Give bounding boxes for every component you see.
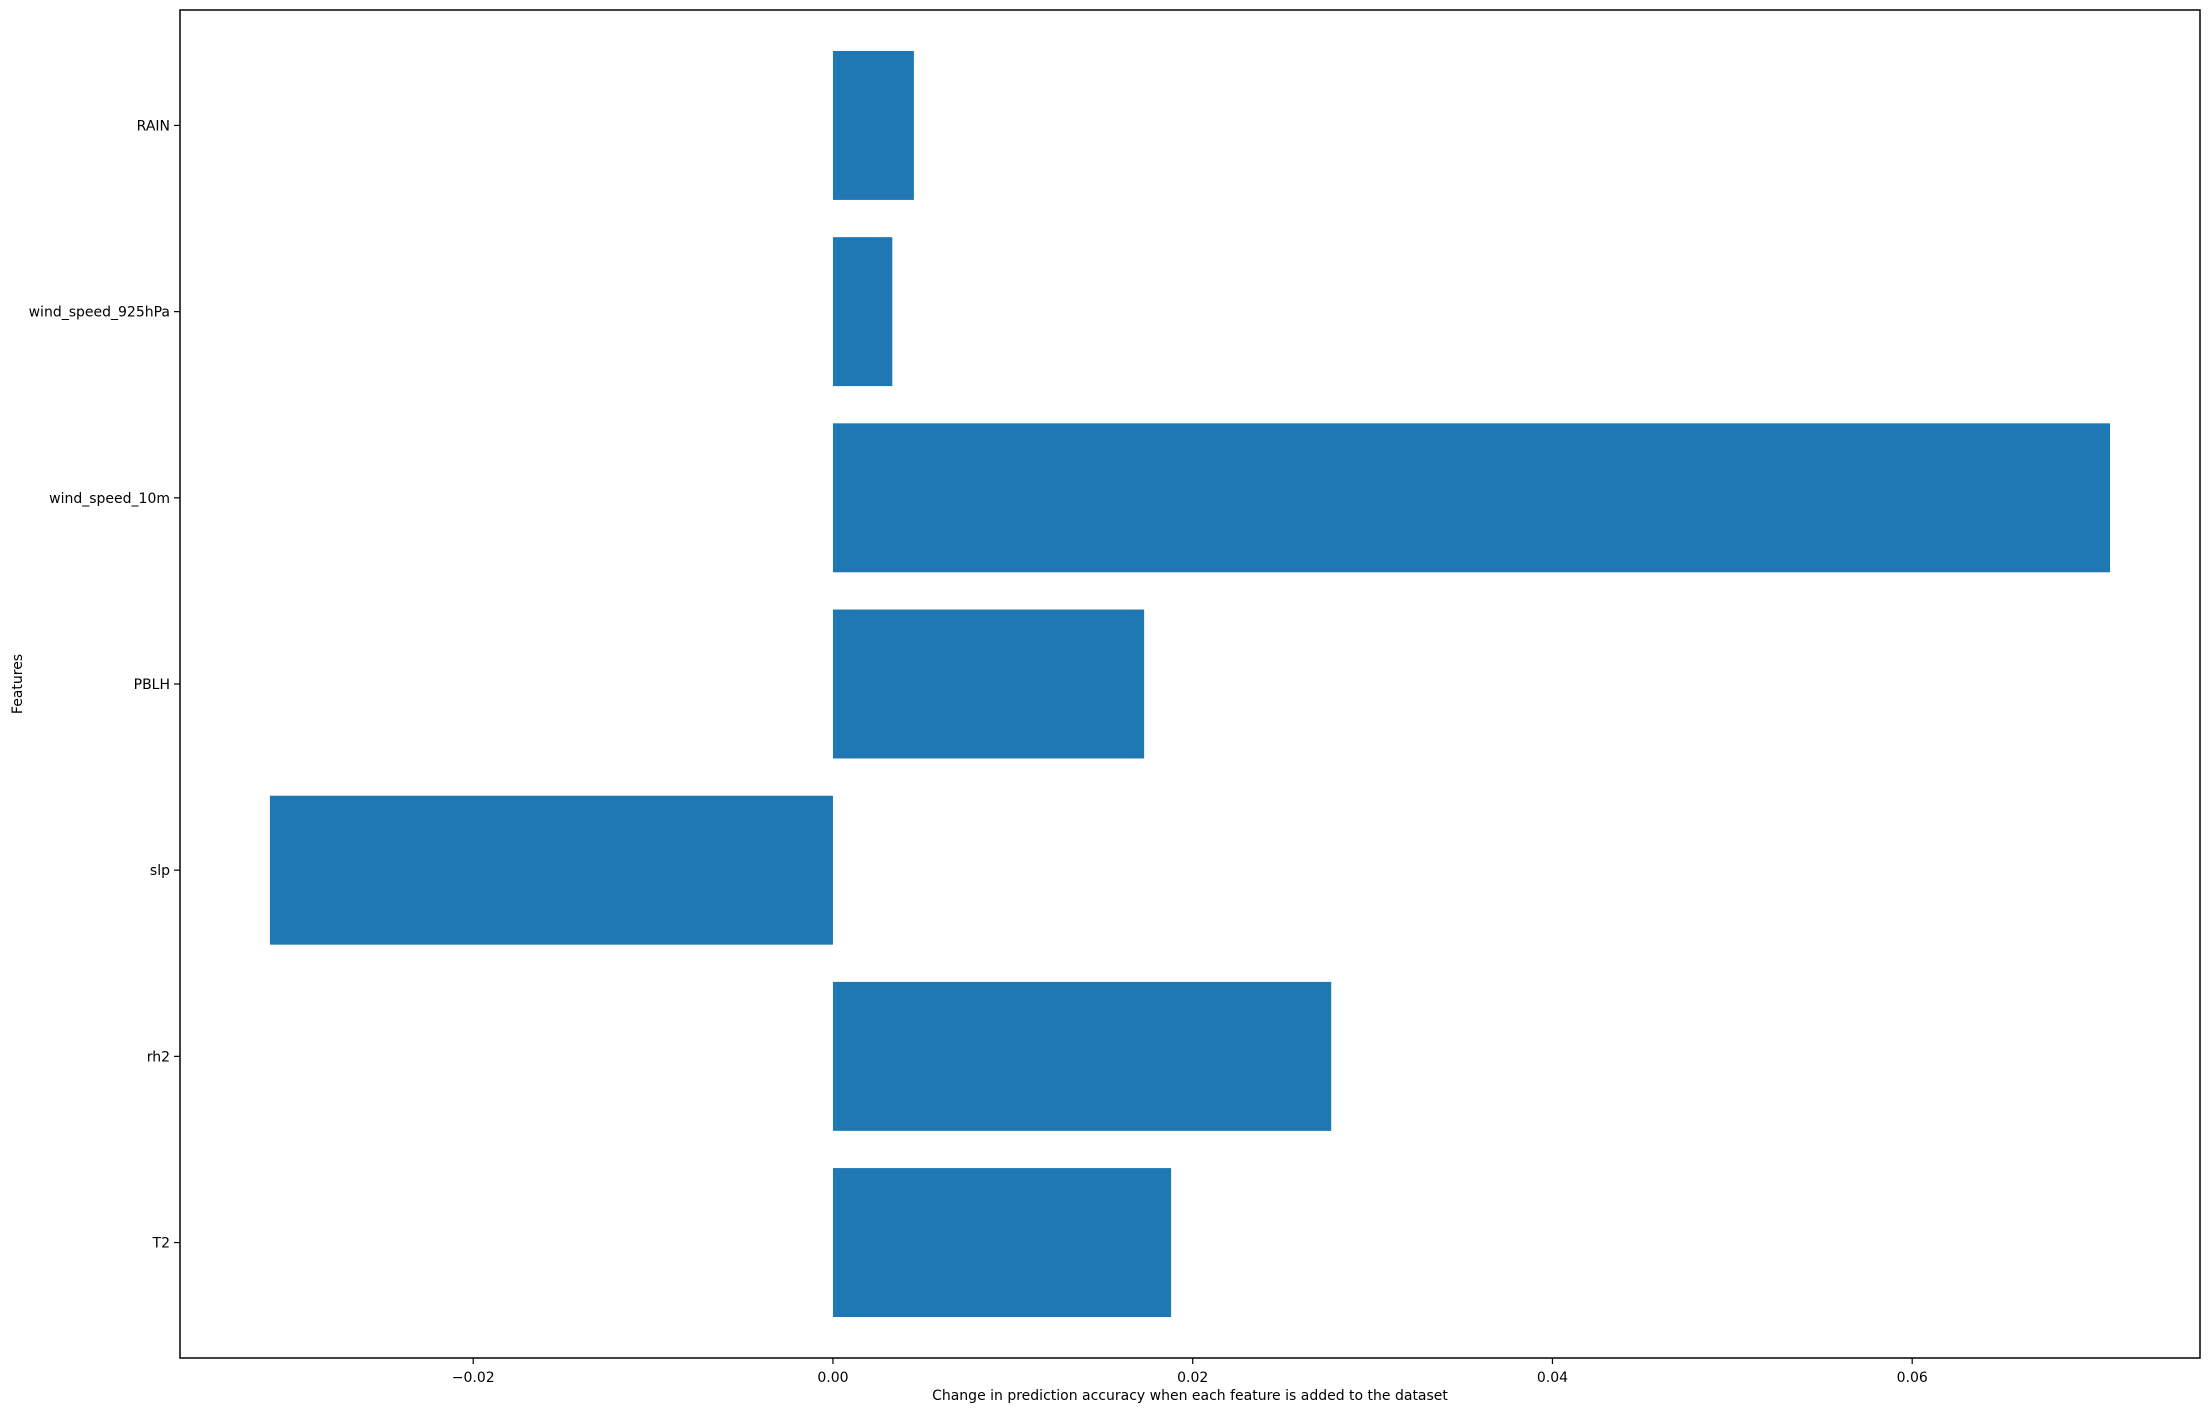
plot-frame xyxy=(179,9,2201,1359)
x-tick-label: 0.04 xyxy=(1537,1370,1568,1386)
y-tick-label: wind_speed_10m xyxy=(49,491,170,507)
bar-RAIN xyxy=(832,50,914,200)
y-tick-label: slp xyxy=(150,863,170,879)
bar-rh2 xyxy=(832,981,1332,1131)
y-axis-label: Features xyxy=(10,654,26,714)
bars-group xyxy=(269,50,2111,1318)
x-tick-label: 0.06 xyxy=(1897,1370,1928,1386)
bar-wind_speed_10m xyxy=(832,423,2111,573)
x-tick-label: 0.02 xyxy=(1177,1370,1208,1386)
bar-T2 xyxy=(832,1168,1172,1318)
x-axis-label: Change in prediction accuracy when each … xyxy=(932,1388,1448,1404)
y-tick-label: wind_speed_925hPa xyxy=(29,305,170,321)
y-tick-label: PBLH xyxy=(134,677,170,693)
bar-wind_speed_925hPa xyxy=(832,237,893,387)
x-axis-ticks: −0.02 0.00 0.02 0.04 0.06 xyxy=(452,1358,1928,1386)
x-tick-label: 0.00 xyxy=(817,1370,848,1386)
y-axis-ticks: T2 rh2 slp PBLH wind_speed_10m wind_speed_925… xyxy=(29,118,180,1252)
y-tick-label: T2 xyxy=(152,1236,170,1252)
y-tick-label: RAIN xyxy=(137,118,170,134)
bar-slp xyxy=(269,795,833,945)
x-tick-label: −0.02 xyxy=(452,1370,495,1386)
bar-PBLH xyxy=(832,609,1145,759)
y-tick-label: rh2 xyxy=(147,1049,170,1065)
